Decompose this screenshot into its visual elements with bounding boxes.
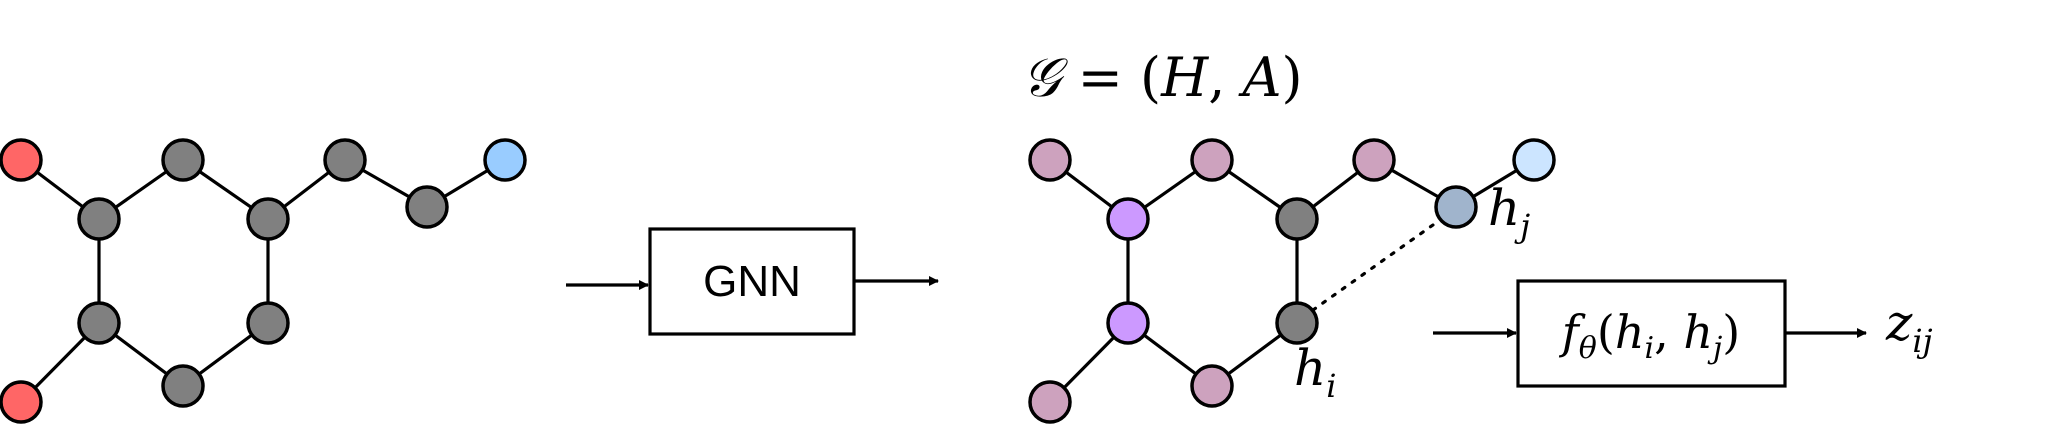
- output-node: [1512, 138, 1556, 182]
- input-node-red: [0, 138, 43, 182]
- gnn-box-label: GNN: [703, 257, 801, 306]
- z-ij-label: zij: [1885, 294, 1933, 360]
- output-node: [1106, 301, 1150, 345]
- input-node: [161, 364, 205, 408]
- input-node: [246, 197, 290, 241]
- input-graph: [0, 138, 527, 424]
- output-node: [1190, 138, 1234, 182]
- output-node: [1106, 197, 1150, 241]
- f-theta-box: [1516, 279, 1787, 388]
- input-node: [246, 301, 290, 345]
- output-node: [1190, 364, 1234, 408]
- output-node-hj: [1434, 185, 1478, 229]
- graph-label: 𝒢 = (H, A): [1022, 46, 1303, 109]
- output-graph: [1028, 138, 1556, 424]
- input-node-blue: [483, 138, 527, 182]
- hj-label: hj: [1488, 179, 1530, 245]
- pair-dotted-link: [1311, 218, 1442, 312]
- input-node: [77, 197, 121, 241]
- input-node-red: [0, 380, 43, 424]
- output-node: [1028, 138, 1072, 182]
- input-node: [323, 138, 367, 182]
- input-node: [405, 185, 449, 229]
- output-node-hi: [1275, 301, 1319, 345]
- output-node: [1275, 197, 1319, 241]
- input-node: [77, 301, 121, 345]
- gnn-box: [648, 227, 856, 336]
- f-theta-label: fθ(hi, hj): [1559, 305, 1740, 366]
- output-node: [1352, 138, 1396, 182]
- hi-label: hi: [1294, 339, 1336, 405]
- output-node: [1028, 380, 1072, 424]
- input-node: [161, 138, 205, 182]
